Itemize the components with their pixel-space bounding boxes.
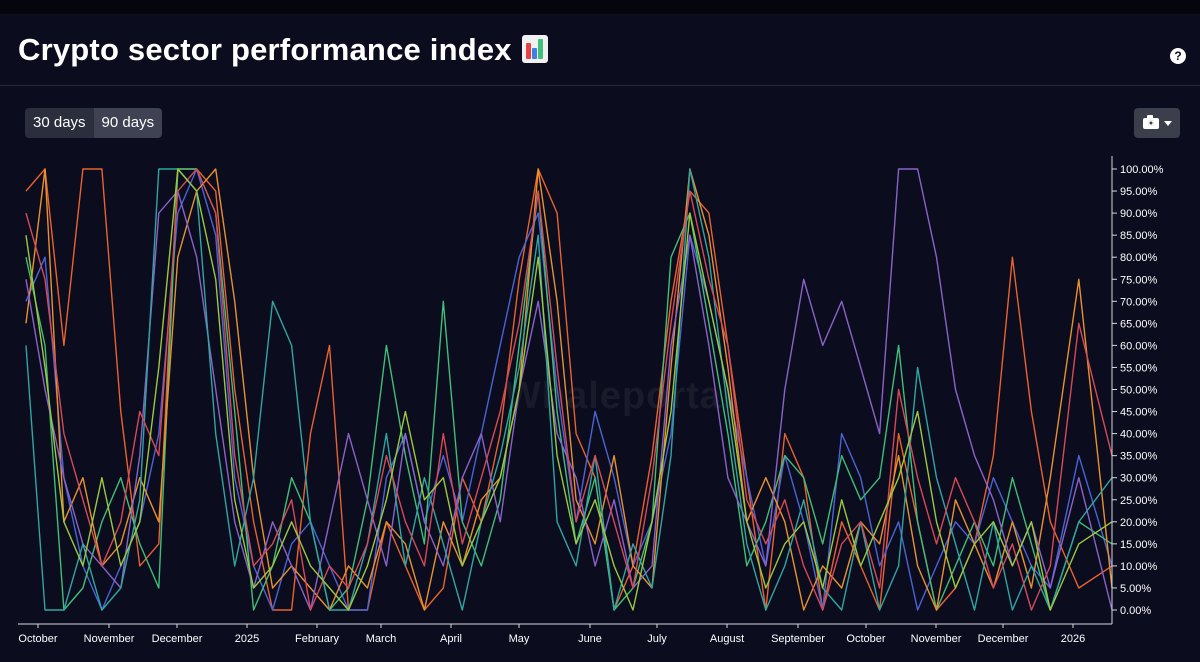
series-line-8 [25,168,1113,611]
y-tick-label: 75.00% [1120,274,1158,286]
x-tick-label: 2026 [1061,633,1085,645]
range-button-90-days[interactable]: 90 days [93,108,163,138]
range-selector: 30 days 90 days [25,108,163,138]
y-tick-label: 30.00% [1120,473,1158,485]
series-line-6 [25,168,1113,611]
watermark: Whaleportal [505,375,734,417]
x-tick-label: September [771,633,825,645]
export-image-button[interactable] [1134,108,1180,138]
y-tick-label: 5.00% [1120,583,1151,595]
x-tick-label: April [440,633,462,645]
x-tick-label: June [578,633,602,645]
x-tick-label: December [152,633,203,645]
y-tick-label: 100.00% [1120,164,1164,176]
y-tick-label: 95.00% [1120,186,1158,198]
series-line-2 [25,168,1113,611]
x-tick-label: October [846,633,885,645]
chevron-down-icon [1163,120,1172,126]
x-tick-label: November [911,633,962,645]
y-tick-label: 15.00% [1120,539,1158,551]
x-tick-label: May [509,633,530,645]
page-title: Crypto sector performance index [18,32,548,68]
help-icon[interactable]: ? [1170,48,1186,64]
y-tick-label: 20.00% [1120,517,1158,529]
y-tick-label: 85.00% [1120,230,1158,242]
x-tick-label: July [647,633,667,645]
series-line-7 [25,168,1113,611]
x-tick-label: December [978,633,1029,645]
x-tick-label: February [295,633,340,645]
series-line-4 [25,168,1113,611]
series-layer [25,168,1113,611]
y-tick-label: 25.00% [1120,495,1158,507]
y-tick-label: 65.00% [1120,318,1158,330]
y-tick-label: 40.00% [1120,429,1158,441]
series-line-5 [25,168,1113,611]
y-tick-label: 70.00% [1120,296,1158,308]
top-bar [0,0,1200,14]
y-tick-label: 80.00% [1120,252,1158,264]
series-line-3 [25,168,1113,611]
y-tick-label: 60.00% [1120,340,1158,352]
page-header: Crypto sector performance index ? [0,14,1200,86]
y-tick-label: 0.00% [1120,605,1151,617]
x-tick-label: 2025 [235,633,259,645]
series-line-1 [25,168,1113,611]
y-tick-label: 90.00% [1120,208,1158,220]
y-tick-label: 50.00% [1120,385,1158,397]
bar-chart-emoji-icon [521,35,548,63]
x-tick-label: August [710,633,744,645]
range-button-30-days[interactable]: 30 days [25,108,94,138]
axis-layer: 0.00% 5.00% 10.00% 15.00% 20.00% 25.00% 30.00%… [18,156,1164,645]
page-title-text: Crypto sector performance index [18,32,512,67]
x-tick-label: March [366,633,397,645]
y-tick-label: 45.00% [1120,407,1158,419]
y-tick-label: 10.00% [1120,561,1158,573]
y-tick-label: 35.00% [1120,451,1158,463]
camera-icon [1142,114,1159,129]
y-tick-label: 55.00% [1120,362,1158,374]
x-tick-label: November [84,633,135,645]
x-tick-label: October [18,633,57,645]
